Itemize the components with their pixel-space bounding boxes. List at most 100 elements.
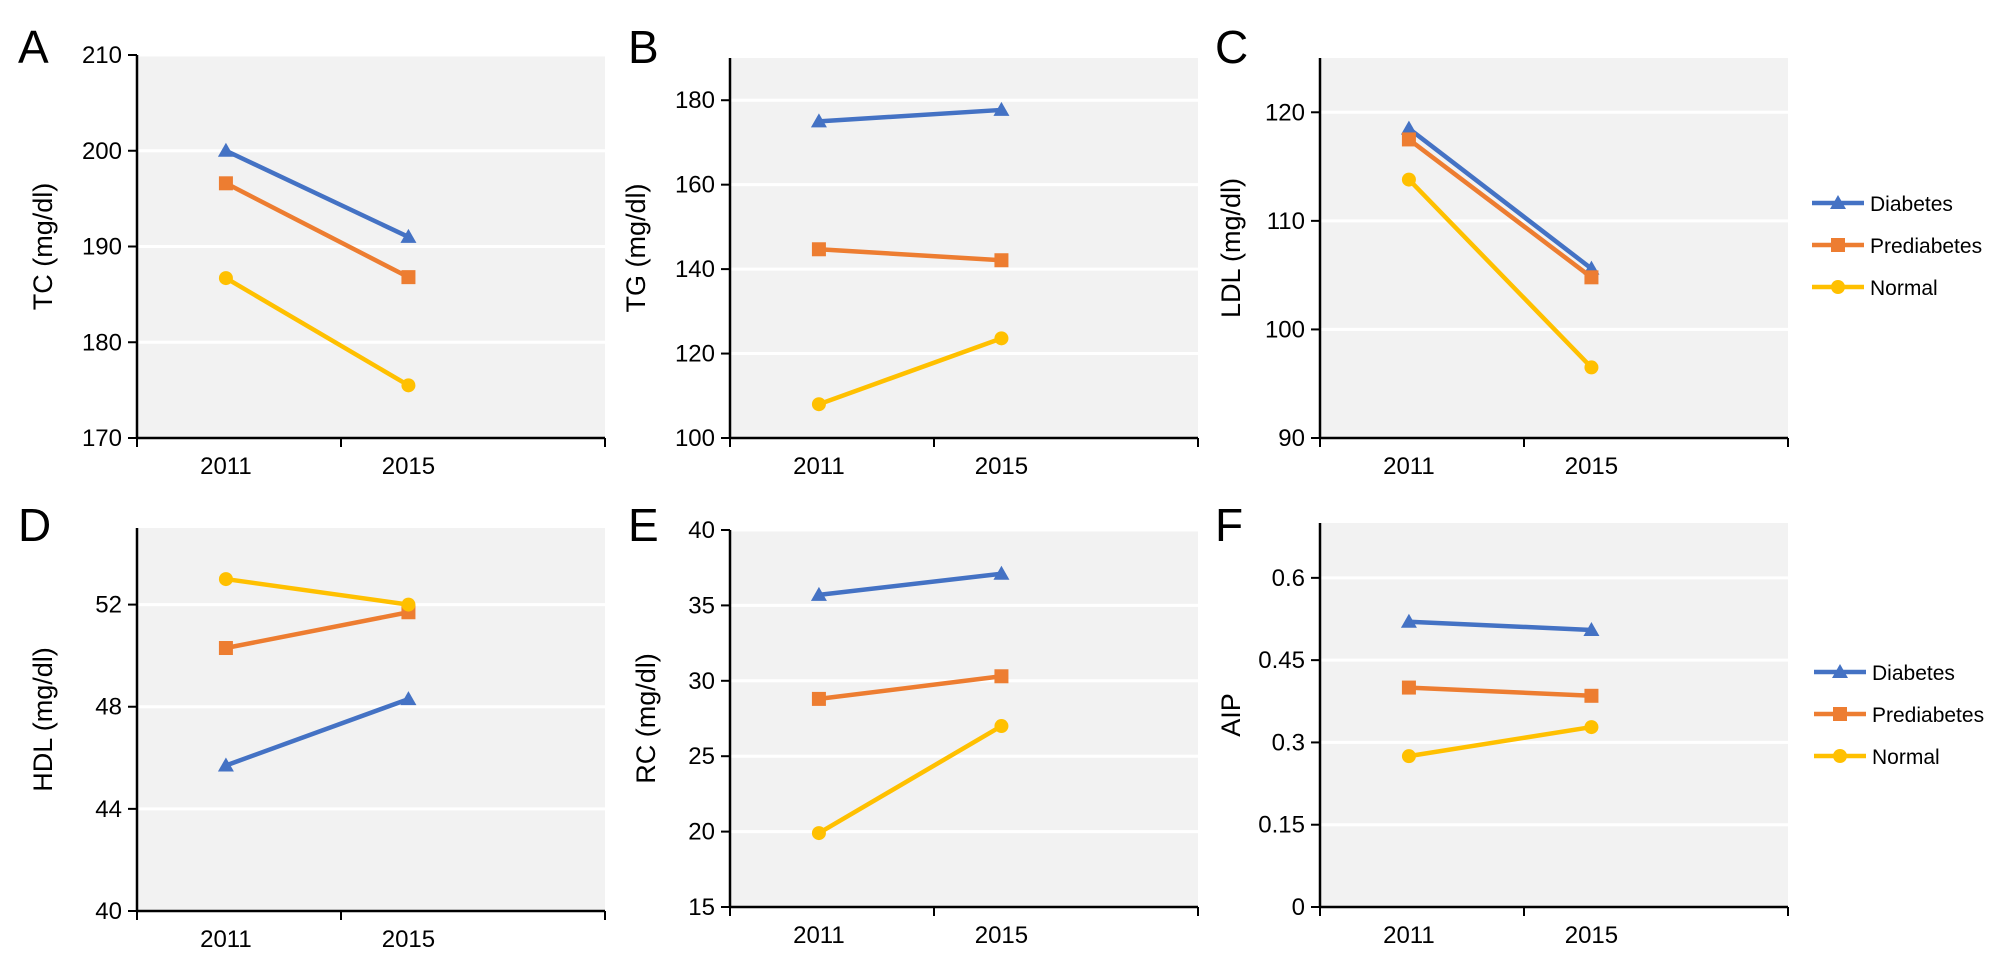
x-tick-label: 2015 <box>382 926 435 953</box>
data-point-diabetes-2011 <box>810 113 827 128</box>
series-line-diabetes <box>225 696 410 768</box>
x-tick-label: 2015 <box>382 453 435 480</box>
x-tick-label: 2011 <box>200 926 252 953</box>
data-point-diabetes-2011 <box>1400 120 1417 135</box>
plot-area <box>730 530 1198 907</box>
legend-label: Diabetes <box>1872 662 1955 685</box>
data-point-diabetes-2015 <box>993 565 1010 580</box>
y-tick-label: 0.15 <box>1258 812 1305 839</box>
series-line-prediabetes <box>225 610 409 651</box>
data-point-prediabetes-2011 <box>811 242 826 257</box>
chart-panel-f: 0 0.15 0.3 0.45 0.6 2011 2015 AIP F <box>1215 499 1789 949</box>
legend-label: Normal <box>1872 746 1940 769</box>
data-point-prediabetes-2015 <box>1584 688 1599 703</box>
series-line-normal <box>818 336 1003 407</box>
y-axis-title: RC (mg/dl) <box>631 653 661 784</box>
y-tick-label: 90 <box>1278 425 1305 452</box>
y-axis-title: LDL (mg/dl) <box>1216 178 1246 318</box>
data-point-normal-2015 <box>401 378 416 393</box>
data-point-normal-2015 <box>1584 720 1599 735</box>
y-tick-label: 180 <box>82 329 122 356</box>
series-prediabetes <box>1401 132 1599 285</box>
y-tick-label: 30 <box>688 668 715 695</box>
y-tick-label: 0.3 <box>1272 729 1305 756</box>
plot-area <box>1320 523 1788 907</box>
data-point-prediabetes-2015 <box>1584 270 1599 285</box>
series-normal <box>1401 172 1599 375</box>
data-point-diabetes-2011 <box>217 142 234 157</box>
y-axis-title: HDL (mg/dl) <box>28 647 58 792</box>
data-point-diabetes-2015 <box>400 691 417 706</box>
data-point-normal-2011 <box>1401 172 1416 187</box>
series-normal <box>811 719 1009 841</box>
y-tick-label: 110 <box>1267 208 1305 235</box>
legend-marker <box>1832 664 1848 678</box>
chart-panel-b: 100 120 140 160 180 2011 2015 TG (mg/dl) B <box>621 21 1199 480</box>
series-diabetes <box>217 142 417 243</box>
series-line-prediabetes <box>224 181 410 280</box>
series-diabetes <box>1400 613 1600 636</box>
series-prediabetes <box>218 176 416 285</box>
series-normal <box>218 572 416 612</box>
chart-panel-a: 170 180 190 200 210 2011 2015 TC (mg/dl) A <box>18 21 606 480</box>
data-point-normal-2015 <box>994 331 1009 346</box>
series-line-normal <box>817 724 1003 836</box>
y-axis-title: AIP <box>1216 693 1246 737</box>
legend-entry-diabetes: Diabetes <box>1814 662 1955 685</box>
x-tick-label: 2015 <box>1565 922 1618 949</box>
y-tick-label: 0.45 <box>1258 647 1305 674</box>
data-point-diabetes-2011 <box>217 757 234 772</box>
chart-panel-c: 90 100 110 120 2011 2015 LDL (mg/dl) C <box>1215 21 1789 480</box>
series-line-normal <box>1408 724 1592 759</box>
y-tick-label: 190 <box>82 234 122 261</box>
y-axis-title: TC (mg/dl) <box>28 183 58 311</box>
y-tick-label: 48 <box>95 694 122 721</box>
data-point-normal-2011 <box>811 397 826 412</box>
legend-label: Diabetes <box>1870 193 1953 216</box>
plot-area <box>137 528 605 911</box>
data-point-diabetes-2011 <box>1400 613 1417 628</box>
series-line-prediabetes <box>818 247 1002 263</box>
series-diabetes <box>810 101 1010 128</box>
series-diabetes <box>810 565 1010 601</box>
data-point-diabetes-2011 <box>810 586 827 601</box>
legend-entry-normal: Normal <box>1812 277 1938 300</box>
y-tick-label: 44 <box>95 796 122 823</box>
data-point-normal-2011 <box>218 271 233 286</box>
data-point-normal-2011 <box>218 572 233 587</box>
data-point-prediabetes-2011 <box>218 176 233 191</box>
legend-entry-diabetes: Diabetes <box>1812 193 1953 216</box>
panel-letter: A <box>18 21 49 73</box>
series-line-diabetes <box>818 107 1002 124</box>
x-tick-label: 2011 <box>1383 922 1435 949</box>
y-tick-label: 15 <box>688 894 715 921</box>
panel-letter: F <box>1215 499 1243 551</box>
x-tick-label: 2011 <box>793 453 845 480</box>
y-tick-label: 170 <box>82 425 122 452</box>
series-line-normal <box>224 276 410 388</box>
series-line-diabetes <box>1408 619 1592 633</box>
y-tick-label: 0.6 <box>1272 565 1305 592</box>
y-tick-label: 52 <box>95 592 122 619</box>
series-normal <box>1401 720 1599 764</box>
chart-panel-e: 15 20 25 30 35 40 2011 2015 RC (mg/dl) E <box>628 499 1199 949</box>
y-tick-label: 40 <box>688 517 715 544</box>
legend-label: Prediabetes <box>1872 704 1984 727</box>
x-tick-label: 2011 <box>200 453 252 480</box>
legend-marker <box>1833 749 1847 763</box>
y-tick-label: 140 <box>675 256 715 283</box>
y-tick-label: 0 <box>1292 894 1305 921</box>
y-tick-label: 120 <box>1265 99 1305 126</box>
series-line-normal <box>1407 178 1594 369</box>
data-point-prediabetes-2015 <box>994 669 1009 684</box>
y-tick-label: 100 <box>1265 316 1305 343</box>
y-tick-label: 120 <box>675 341 715 368</box>
y-tick-label: 100 <box>675 425 715 452</box>
series-line-diabetes <box>224 148 410 239</box>
panel-letter: C <box>1215 21 1248 73</box>
legend-top: Diabetes Prediabetes Normal <box>1812 193 1982 300</box>
legend-label: Prediabetes <box>1870 235 1982 258</box>
x-tick-label: 2015 <box>1565 453 1618 480</box>
legend-marker <box>1833 707 1847 721</box>
